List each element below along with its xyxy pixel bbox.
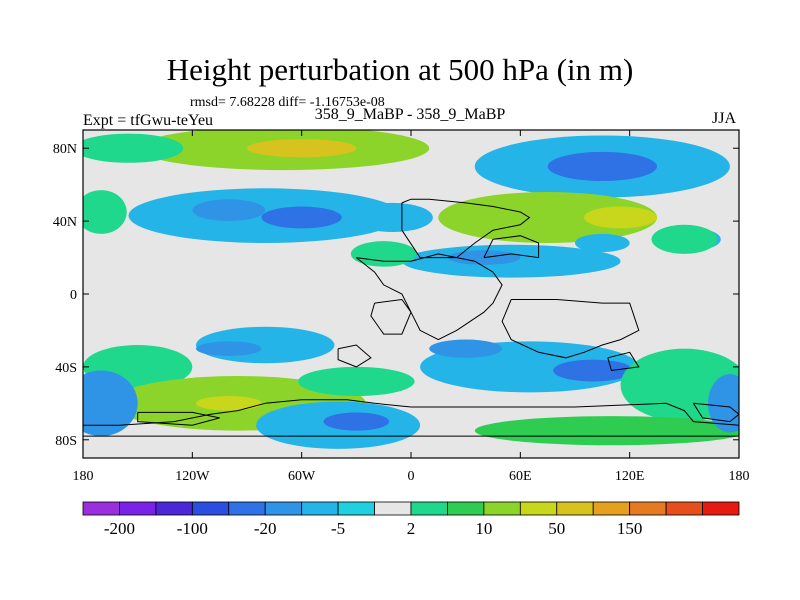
anomaly-region	[352, 202, 433, 233]
colorbar-swatch	[410, 501, 448, 516]
colorbar-swatch	[556, 501, 594, 516]
anomaly-region	[474, 416, 739, 446]
coastline	[501, 299, 640, 359]
y-tick-label: 80S	[55, 434, 77, 449]
coastline	[607, 351, 640, 372]
y-tick-label: 40N	[53, 215, 77, 230]
coastline	[355, 253, 503, 341]
colorbar-swatch	[191, 501, 230, 516]
colorbar-swatch	[155, 501, 193, 516]
chart-title: Height perturbation at 500 hPa (in m)	[166, 52, 634, 87]
colorbar-swatch	[82, 501, 120, 516]
x-tick-label: 120W	[175, 469, 210, 484]
colorbar-swatch	[119, 501, 157, 516]
colorbar: -200 -100 -20 -5 2 10 50 150	[82, 501, 740, 538]
colorbar-label: 50	[548, 519, 565, 538]
colorbar-label: -100	[177, 519, 208, 538]
colorbar-label: -200	[104, 519, 135, 538]
coastline	[370, 298, 412, 335]
colorbar-swatch	[228, 501, 266, 516]
anomaly-region	[83, 370, 138, 437]
anomaly-region	[261, 206, 342, 229]
anomaly-region	[195, 341, 262, 356]
colorbar-swatch	[264, 501, 303, 516]
map-area	[83, 130, 739, 458]
colorbar-swatch	[519, 501, 558, 516]
colorbar-swatch	[374, 501, 412, 516]
colorbar-label: 2	[407, 519, 416, 538]
colorbar-swatch	[301, 501, 339, 516]
y-tick-label: 0	[70, 288, 77, 303]
experiment-label: Expt = tfGwu-teYeu	[83, 112, 214, 129]
coastline-layer	[83, 198, 739, 437]
anomaly-region	[195, 396, 262, 411]
anomaly-region	[584, 206, 657, 229]
colorbar-label: -5	[331, 519, 345, 538]
colorbar-swatch	[629, 501, 667, 516]
x-tick-label: 120E	[615, 469, 645, 484]
y-tick-label: 80N	[53, 142, 77, 157]
anomaly-region	[553, 359, 634, 382]
season-label: JJA	[712, 110, 737, 127]
anomaly-region	[246, 139, 357, 158]
anomaly-region	[651, 224, 718, 254]
colorbar-swatch	[447, 501, 485, 516]
colorbar-label: 150	[617, 519, 643, 538]
coastline	[337, 344, 372, 368]
anomaly-region	[547, 151, 657, 182]
colorbar-swatch	[337, 501, 375, 516]
x-tick-label: 0	[408, 469, 415, 484]
anomaly-region	[298, 366, 415, 397]
x-tick-label: 180	[729, 469, 750, 484]
colorbar-swatch	[665, 501, 703, 516]
comparison-label: 358_9_MaBP - 358_9_MaBP	[314, 106, 506, 123]
anomaly-region	[575, 233, 630, 253]
anomaly-region	[192, 199, 266, 222]
colorbar-swatch	[592, 501, 631, 516]
coastline	[692, 402, 739, 423]
stats-label: rmsd= 7.68228 diff= -1.16753e-08	[190, 95, 385, 110]
colorbar-label: -20	[254, 519, 277, 538]
coastline	[83, 399, 739, 437]
anomaly-region	[708, 374, 739, 433]
coastline	[483, 235, 540, 259]
colorbar-swatch	[702, 501, 740, 516]
anomaly-region	[350, 241, 417, 267]
anomaly-region	[83, 133, 184, 163]
y-tick-label: 40S	[55, 361, 77, 376]
colorbar-swatch	[483, 501, 521, 516]
x-tick-label: 180	[73, 469, 94, 484]
x-tick-label: 60E	[509, 469, 532, 484]
axis-ticks: 180 120W 60W 0 60E 120E 180 80N 40N 0 40S 80S	[53, 130, 750, 484]
x-tick-label: 60W	[288, 469, 316, 484]
anomaly-region	[83, 190, 127, 234]
colorbar-label: 10	[475, 519, 492, 538]
anomaly-region	[429, 339, 503, 358]
anomaly-region	[323, 412, 390, 431]
coastline	[137, 411, 220, 426]
